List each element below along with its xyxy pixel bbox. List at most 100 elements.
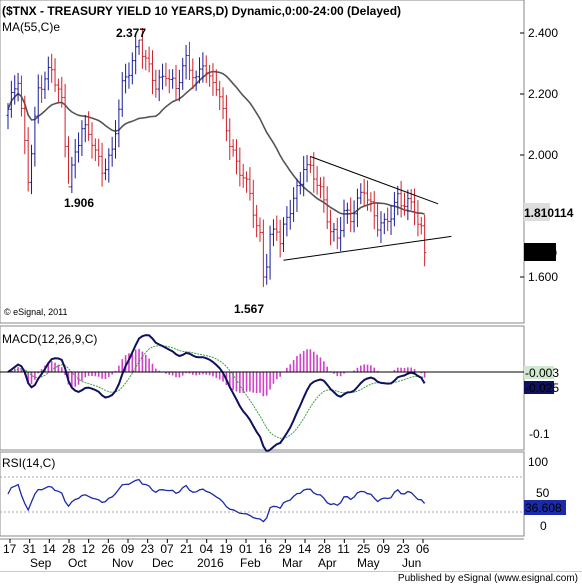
rsi-label: RSI(14,C)	[2, 456, 55, 470]
candle	[278, 219, 282, 258]
candle	[268, 225, 272, 280]
month-label: Oct	[68, 556, 87, 570]
annotation-1906: 1.906	[64, 196, 94, 210]
candle	[70, 156, 74, 194]
candle	[137, 39, 141, 55]
price-tick-label: 2.200	[528, 87, 558, 101]
candle	[114, 120, 118, 159]
candle	[177, 69, 181, 102]
candle	[295, 178, 299, 213]
candle	[16, 72, 20, 102]
price-tag-last-text: 1.680	[527, 246, 557, 260]
triangle-lines	[283, 156, 452, 261]
candle	[355, 188, 359, 228]
x-tick-label: 07	[160, 542, 174, 556]
candle	[40, 75, 44, 103]
candle	[184, 44, 188, 80]
candle	[349, 197, 353, 232]
x-tick-label: 23	[141, 542, 155, 556]
candle	[241, 163, 245, 188]
candle	[308, 156, 312, 174]
candle	[13, 75, 17, 105]
candle	[161, 63, 165, 90]
rsi-line	[7, 478, 426, 523]
candle	[194, 70, 198, 91]
candle	[107, 148, 111, 183]
candle	[60, 77, 64, 108]
candle	[251, 179, 255, 229]
candle	[362, 179, 366, 207]
month-label: Jun	[402, 556, 421, 570]
candle	[342, 199, 346, 238]
candle	[110, 136, 114, 167]
candle	[90, 122, 94, 159]
candle	[245, 171, 249, 193]
candle	[43, 71, 47, 99]
candle	[409, 189, 413, 210]
x-tick-label: 17	[3, 542, 17, 556]
price-tag-ma: 1.810114	[524, 203, 574, 221]
rsi-tick-0: 0	[540, 519, 547, 533]
candle	[147, 46, 151, 73]
rsi-panel: RSI(14,C) 100 50 0 36.608	[0, 451, 566, 537]
candle	[335, 217, 339, 250]
candle	[26, 127, 30, 192]
candle	[198, 57, 202, 84]
x-tick-label: 14	[298, 542, 312, 556]
candle	[103, 158, 107, 181]
candle	[83, 115, 87, 143]
candle	[63, 83, 67, 158]
x-tick-label: 11	[337, 542, 350, 556]
candle	[322, 176, 326, 213]
candle	[345, 202, 349, 224]
candle	[120, 72, 124, 117]
x-tick-label: 28	[62, 542, 76, 556]
month-label: Dec	[152, 556, 173, 570]
candle	[33, 106, 37, 167]
candle	[305, 154, 309, 183]
macd-label: MACD(12,26,9,C)	[2, 332, 97, 346]
candle	[369, 192, 373, 212]
candle	[332, 222, 336, 242]
candle	[50, 53, 54, 83]
rsi-tick-100: 100	[528, 455, 548, 469]
candle	[100, 142, 104, 187]
candle	[134, 36, 138, 75]
month-label: Mar	[282, 556, 303, 570]
candle	[97, 138, 101, 167]
candle	[150, 50, 154, 95]
macd-tick: -0.1	[529, 427, 550, 441]
candle	[6, 103, 10, 130]
month-label: May	[357, 556, 380, 570]
candle	[157, 69, 161, 102]
price-tick-label: 2.000	[528, 148, 558, 162]
triangle-lower-line	[283, 235, 452, 261]
macd-line	[7, 334, 426, 453]
candle	[282, 217, 286, 252]
candle	[399, 180, 403, 218]
triangle-upper-line	[310, 156, 439, 205]
candle	[285, 206, 289, 237]
candle	[23, 95, 27, 155]
candle	[396, 185, 400, 216]
publisher-text: Published by eSignal (www.esignal.com)	[397, 573, 578, 584]
x-tick-label: 19	[219, 542, 233, 556]
candle	[288, 199, 292, 230]
candle	[80, 120, 84, 157]
candle	[19, 75, 23, 117]
candle	[167, 69, 171, 94]
x-tick-label: 01	[239, 542, 253, 556]
candle	[292, 187, 296, 222]
price-tick-label: 2.400	[528, 26, 558, 40]
macd-series	[7, 334, 426, 453]
candle	[302, 155, 306, 197]
ma-label: MA(55,C)e	[2, 20, 60, 34]
candle	[214, 69, 218, 96]
x-tick-label: 16	[259, 542, 273, 556]
candle	[271, 219, 275, 247]
candle	[258, 217, 262, 242]
candle	[329, 209, 333, 246]
candle	[144, 49, 148, 71]
candle	[234, 139, 238, 175]
candle	[359, 183, 363, 205]
